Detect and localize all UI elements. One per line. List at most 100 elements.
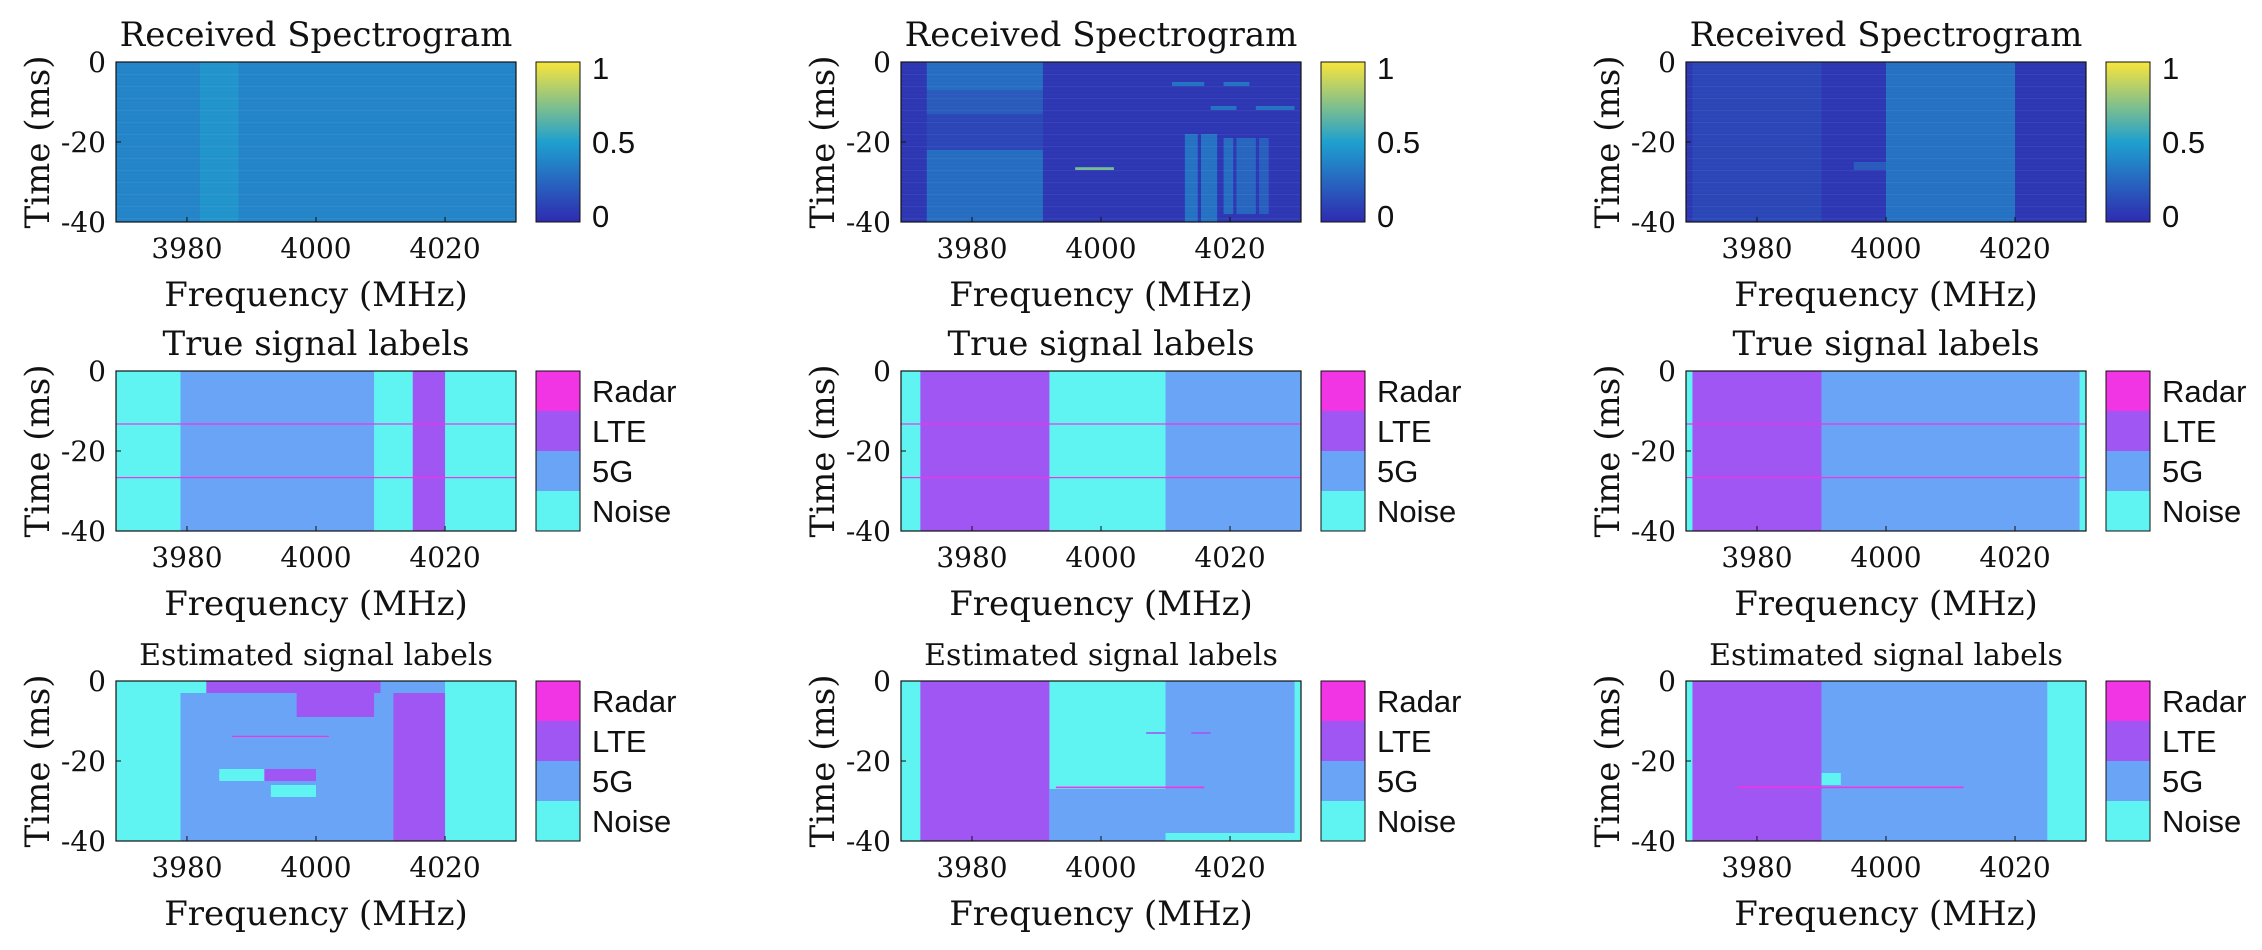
y-tick-label: -20 — [846, 435, 891, 468]
colorbar-frame — [2105, 680, 2151, 842]
x-tick-label: 4020 — [409, 541, 480, 574]
spectrogram-block — [926, 114, 1043, 150]
colorbar-label: LTE — [592, 724, 647, 759]
colorbar-swatch-lte — [2106, 721, 2150, 761]
spectrogram-texture — [901, 154, 1301, 155]
spectrogram-texture — [116, 214, 516, 215]
panel-spec1: Received Spectrogram 3980 4000 4020 0 -20 -40 F… — [18, 15, 635, 315]
y-tick-label: 0 — [88, 46, 106, 79]
label-region-lte — [264, 769, 316, 781]
colorbar-frame — [1320, 370, 1366, 532]
spectrogram-texture — [901, 126, 1301, 127]
colorbar-swatch-radar — [1321, 681, 1365, 721]
colorbar-bar — [2105, 61, 2151, 223]
colorbar-swatch-radar — [2106, 371, 2150, 411]
y-axis-label: Time (ms) — [1588, 365, 1628, 538]
x-axis-label: Frequency (MHz) — [1734, 894, 2038, 934]
label-region-radar — [116, 477, 516, 479]
y-tick-label: -40 — [846, 206, 891, 239]
colorbar-swatch-noise — [1321, 801, 1365, 841]
label-region-radar — [1055, 786, 1205, 789]
x-tick-label: 4020 — [1979, 541, 2050, 574]
y-tick-label: -40 — [846, 515, 891, 548]
colorbar-frame — [1320, 680, 1366, 842]
spectrogram-texture — [1686, 194, 2086, 196]
panel-title: Estimated signal labels — [924, 638, 1278, 673]
panel-title: Received Spectrogram — [120, 15, 513, 55]
spectrogram-texture — [116, 142, 516, 143]
x-tick-label: 4020 — [409, 232, 480, 265]
spectrogram-texture — [901, 142, 1301, 143]
spectrogram-texture — [901, 186, 1301, 187]
spectrogram-texture — [1686, 210, 2086, 211]
x-tick-label: 4000 — [1065, 541, 1136, 574]
colorbar: Radar LTE 5G Noise — [2105, 370, 2246, 532]
colorbar: Radar LTE 5G Noise — [1320, 370, 1461, 532]
label-region-5g — [1165, 371, 1301, 531]
spectrogram-texture — [901, 146, 1301, 148]
colorbar-swatch-noise — [2106, 801, 2150, 841]
spectrogram-texture — [901, 134, 1301, 136]
label-region-5g — [180, 693, 381, 841]
label-region-lte — [1146, 732, 1166, 734]
colorbar-label: Radar — [2162, 374, 2246, 409]
x-tick-label: 3980 — [936, 541, 1007, 574]
colorbar-swatch-lte — [1321, 411, 1365, 451]
label-region-lte — [412, 371, 446, 531]
y-axis-label: Time (ms) — [1588, 675, 1628, 848]
colorbar-frame — [2105, 370, 2151, 532]
label-region-5g — [1049, 789, 1166, 841]
colorbar-tick-label: 0.5 — [1377, 125, 1420, 160]
spectrogram-texture — [901, 202, 1301, 203]
spectrogram-texture — [1686, 98, 2086, 100]
plot-area — [116, 371, 516, 531]
label-region-5g — [1165, 681, 1295, 833]
y-tick-label: 0 — [873, 355, 891, 388]
spectrogram-texture — [116, 78, 516, 79]
colorbar-label: Noise — [1377, 494, 1456, 529]
spectrogram-texture — [901, 206, 1301, 208]
colorbar-label: Noise — [2162, 804, 2241, 839]
spectrogram-texture — [1686, 134, 2086, 136]
spectrogram-texture — [116, 110, 516, 112]
colorbar: Radar LTE 5G Noise — [1320, 680, 1461, 842]
colorbar-swatch-noise — [1321, 491, 1365, 531]
spectrogram-texture — [901, 122, 1301, 124]
spectrogram-texture — [116, 210, 516, 211]
x-tick-label: 4000 — [280, 232, 351, 265]
y-axis-label: Time (ms) — [803, 675, 843, 848]
spectrogram-texture — [116, 122, 516, 124]
x-tick-label: 3980 — [936, 851, 1007, 884]
panel-true1: True signal labels 3980 4000 4020 0 -20 -40 Fre… — [18, 324, 676, 624]
label-region-lte — [1191, 732, 1211, 734]
spectrogram-texture — [1686, 78, 2086, 79]
y-tick-label: 0 — [873, 46, 891, 79]
spectrogram-texture — [116, 94, 516, 95]
spectrogram-block — [1223, 82, 1250, 86]
y-tick-label: -20 — [846, 126, 891, 159]
panel-title: True signal labels — [947, 324, 1254, 364]
y-tick-label: 0 — [88, 355, 106, 388]
colorbar-label: 5G — [1377, 764, 1418, 799]
spectrogram-texture — [1686, 66, 2086, 67]
spectrogram-texture — [901, 110, 1301, 112]
x-tick-label: 4020 — [1979, 232, 2050, 265]
colorbar-swatch-lte — [1321, 721, 1365, 761]
colorbar-label: LTE — [2162, 414, 2217, 449]
x-tick-label: 3980 — [1721, 851, 1792, 884]
y-tick-label: -20 — [1631, 435, 1676, 468]
spectrogram-texture — [1686, 146, 2086, 148]
spectrogram-block — [1184, 134, 1198, 222]
label-region-radar — [232, 735, 329, 737]
x-tick-label: 4000 — [280, 541, 351, 574]
spectrogram-texture — [116, 118, 516, 119]
spectrogram-texture — [116, 158, 516, 160]
y-tick-label: -40 — [1631, 206, 1676, 239]
spectrogram-block — [1236, 138, 1256, 214]
x-axis-label: Frequency (MHz) — [949, 275, 1253, 315]
x-tick-label: 3980 — [151, 851, 222, 884]
spectrogram-block — [1171, 82, 1205, 86]
label-region-lte — [1692, 681, 1822, 841]
spectrogram-block — [1210, 106, 1237, 110]
colorbar-label: Radar — [592, 684, 676, 719]
